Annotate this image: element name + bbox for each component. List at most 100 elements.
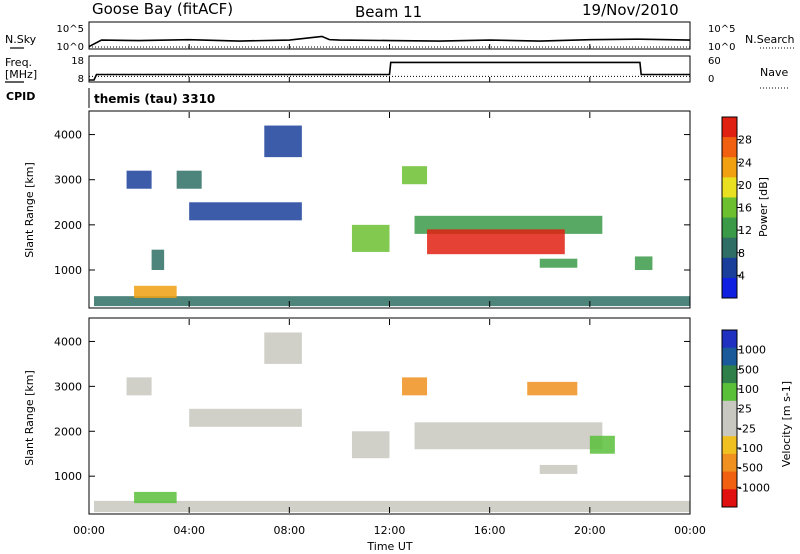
colorbar-swatch xyxy=(722,418,737,437)
freq-left-tick-top: 18 xyxy=(71,56,84,67)
power-yaxis-ticks: 4000 3000 2000 1000 xyxy=(54,129,690,277)
cpid-program: themis (tau) 3310 xyxy=(94,92,215,106)
freq-right-tick-top: 60 xyxy=(708,56,721,67)
colorbar-swatch xyxy=(722,257,737,279)
ytick-label: 3000 xyxy=(54,380,82,393)
colorbar-swatch xyxy=(722,453,737,473)
heatmap-region xyxy=(176,170,202,189)
ytick-label: 3000 xyxy=(54,174,82,187)
heatmap-region xyxy=(134,285,177,298)
xtick-label: 16:00 xyxy=(474,524,506,537)
freq-left-tick-bottom: 8 xyxy=(78,74,84,85)
noise-left-tick-top: 10^5 xyxy=(57,24,84,35)
velocity-yaxis-ticks: 4000 3000 2000 1000 xyxy=(54,335,690,483)
power-colorbar-label: Power [dB] xyxy=(757,177,770,237)
series-line-freq xyxy=(89,61,690,81)
heatmap-region xyxy=(527,381,578,396)
colorbar-swatch xyxy=(722,436,737,455)
beam-title: Beam 11 xyxy=(355,3,422,21)
heatmap-region xyxy=(126,377,152,396)
heatmap-region xyxy=(94,500,691,513)
series-line-nsky xyxy=(88,35,691,48)
colorbar-swatch xyxy=(722,489,737,508)
colorbar-tick-label: 24 xyxy=(738,156,752,169)
ytick-label: 4000 xyxy=(54,335,82,348)
velocity-colorbar: 1000 500 100 25 -25 -100 -500 -1000 xyxy=(721,329,770,508)
freq-right-tick-bottom: 0 xyxy=(708,74,714,85)
freq-right-label: Nave xyxy=(760,66,788,79)
colorbar-frame xyxy=(721,329,738,508)
xtick-label: 04:00 xyxy=(173,524,205,537)
colorbar-tick-label: 4 xyxy=(738,269,745,282)
ytick-label: 2000 xyxy=(54,425,82,438)
colorbar-swatch xyxy=(722,157,737,178)
colorbar-tick-label: 16 xyxy=(738,202,752,215)
colorbar-swatch xyxy=(722,217,737,239)
noise-right-label: N.Search xyxy=(745,33,795,46)
heatmap-region xyxy=(94,296,691,307)
heatmap-region xyxy=(414,422,603,450)
ytick-label: 1000 xyxy=(54,470,82,483)
velocity-panel-frame xyxy=(88,317,691,515)
colorbar-swatch xyxy=(722,137,737,158)
freq-left-label-2: [MHz] xyxy=(5,68,37,81)
heatmap-region xyxy=(134,491,177,504)
colorbar-swatch xyxy=(722,117,737,138)
colorbar-swatch xyxy=(722,400,737,419)
power-ylabel: Slant Range [km] xyxy=(23,162,36,258)
colorbar-tick-label: 12 xyxy=(738,224,752,237)
colorbar-swatch xyxy=(722,197,737,219)
heatmap-region xyxy=(402,377,428,396)
colorbar-tick-label: 100 xyxy=(738,383,759,396)
heatmap-region xyxy=(634,256,653,270)
xtick-label: 00:00 xyxy=(674,524,706,537)
heatmap-region xyxy=(264,125,302,158)
heatmap-region xyxy=(189,408,302,427)
colorbar-swatch xyxy=(722,177,737,198)
heatmap-region xyxy=(151,249,165,270)
colorbar-swatch xyxy=(722,365,737,384)
heatmap-region xyxy=(189,202,302,221)
colorbar-tick-label: 28 xyxy=(738,134,752,147)
noise-left-tick-bottom: 10^0 xyxy=(57,42,84,53)
noise-right-tick-bottom: 10^0 xyxy=(708,42,735,53)
xtick-label: 12:00 xyxy=(374,524,406,537)
noise-left-label: N.Sky xyxy=(5,33,37,46)
xtick-label: 20:00 xyxy=(574,524,606,537)
ytick-label: 1000 xyxy=(54,264,82,277)
heatmap-region xyxy=(264,332,302,364)
freq-left-label-1: Freq. xyxy=(5,56,32,69)
colorbar-tick-label: -100 xyxy=(738,442,763,455)
colorbar-swatch xyxy=(722,383,737,402)
colorbar-swatch xyxy=(722,330,737,349)
colorbar-tick-label: -1000 xyxy=(738,481,770,494)
noise-right-tick-top: 10^5 xyxy=(708,24,735,35)
power-panel-frame xyxy=(88,110,691,309)
heatmap-region xyxy=(427,229,565,255)
cpid-label: CPID xyxy=(6,90,35,103)
time-axis-label: Time UT xyxy=(366,540,412,553)
heatmap-region xyxy=(351,224,390,252)
heatmap-region xyxy=(539,258,578,268)
power-heatmap-data xyxy=(94,125,691,307)
heatmap-region xyxy=(589,435,615,454)
ytick-label: 2000 xyxy=(54,219,82,232)
power-colorbar: 28 24 20 16 12 8 4 xyxy=(721,116,752,299)
velocity-ylabel: Slant Range [km] xyxy=(23,370,36,466)
xtick-label: 08:00 xyxy=(273,524,305,537)
date-title: 19/Nov/2010 xyxy=(582,1,679,19)
colorbar-tick-label: 8 xyxy=(738,247,745,260)
station-title: Goose Bay (fitACF) xyxy=(92,0,233,18)
heatmap-region xyxy=(351,431,390,459)
heatmap-region xyxy=(402,166,428,185)
heatmap-region xyxy=(126,170,152,189)
colorbar-tick-label: 20 xyxy=(738,179,752,192)
colorbar-swatch xyxy=(722,471,737,490)
colorbar-tick-label: 500 xyxy=(738,363,759,376)
colorbar-tick-label: -25 xyxy=(738,422,756,435)
colorbar-swatch xyxy=(722,277,737,299)
velocity-heatmap-data xyxy=(94,332,691,513)
colorbar-tick-label: -500 xyxy=(738,462,763,475)
time-axis-ticks: 00:00 04:00 08:00 12:00 16:00 20:00 00:00 xyxy=(73,44,706,537)
